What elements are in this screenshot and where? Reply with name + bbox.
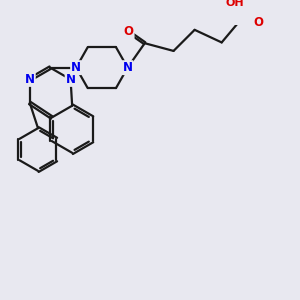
Text: O: O bbox=[253, 16, 263, 29]
Text: N: N bbox=[66, 73, 76, 86]
Text: N: N bbox=[71, 61, 81, 74]
Text: O: O bbox=[124, 26, 134, 38]
Text: OH: OH bbox=[226, 0, 244, 8]
Text: N: N bbox=[123, 61, 133, 74]
Text: N: N bbox=[25, 73, 35, 86]
